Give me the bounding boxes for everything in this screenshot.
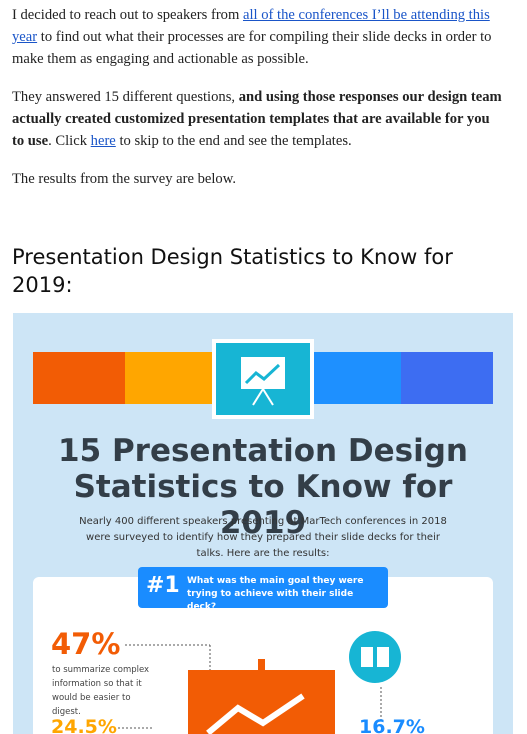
text: I decided to reach out to speakers from xyxy=(12,7,243,23)
color-bar xyxy=(401,352,493,404)
stat-value: 24.5% xyxy=(51,716,117,734)
link[interactable]: here xyxy=(90,133,116,149)
stat-description: to summarize complex information so that… xyxy=(52,665,150,717)
book xyxy=(361,647,389,667)
chart-board-top xyxy=(258,659,265,673)
color-bar xyxy=(33,352,125,404)
color-bar xyxy=(125,352,215,404)
text: They answered 15 different questions, xyxy=(12,89,239,105)
board-icon xyxy=(241,357,285,389)
paragraph: The results from the survey are below. xyxy=(12,168,504,190)
infographic-graphics xyxy=(33,339,493,734)
text: . Click xyxy=(48,133,91,149)
question-text: What was the main goal they were trying … xyxy=(187,576,364,612)
infographic-intro: Nearly 400 different speakers presenting… xyxy=(79,516,447,559)
book-icon xyxy=(349,631,401,683)
board-leg xyxy=(262,388,274,406)
text: to skip to the end and see the templates… xyxy=(115,133,352,149)
board-leg xyxy=(252,388,264,406)
chart-board-line xyxy=(206,693,305,734)
stat-value: 47% xyxy=(51,627,121,661)
board-line xyxy=(244,363,281,385)
infographic: 15 Presentation Design Statistics to Kno… xyxy=(13,313,513,734)
link[interactable]: all of the conferences I’ll be attending… xyxy=(12,7,490,45)
question-badge xyxy=(138,567,388,608)
infographic-title: 15 Presentation Design Statistics to Kno… xyxy=(58,433,468,541)
paragraph: They answered 15 different questions, an… xyxy=(12,86,504,152)
card xyxy=(33,577,493,734)
bold-text: and using those responses our design tea… xyxy=(12,89,502,149)
paragraph: I decided to reach out to speakers from … xyxy=(12,4,504,70)
color-bar xyxy=(313,352,401,404)
question-number: #1 xyxy=(146,573,180,598)
text: to find out what their processes are for… xyxy=(12,29,492,67)
heading: Presentation Design Statistics to Know f… xyxy=(12,245,453,297)
text: The results from the survey are below. xyxy=(12,171,236,187)
stat-value: 16.7% xyxy=(359,716,425,734)
